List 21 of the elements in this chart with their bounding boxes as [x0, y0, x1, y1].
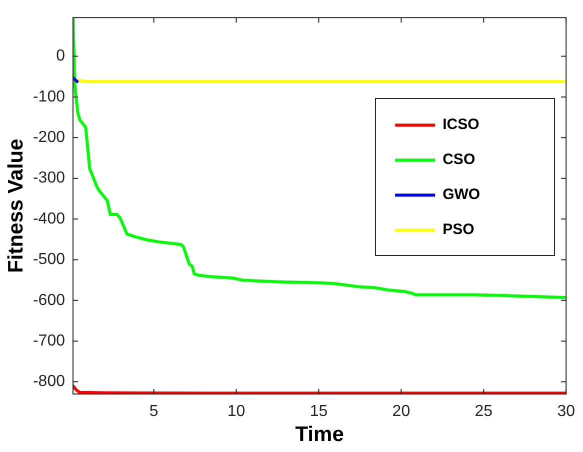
- y-tick-label: -700: [32, 332, 66, 350]
- legend-label: PSO: [442, 221, 475, 238]
- legend-label: CSO: [442, 151, 476, 168]
- y-tick-label: -400: [32, 210, 66, 228]
- x-tick-label: 25: [474, 403, 493, 420]
- y-tick-label: -100: [32, 88, 66, 106]
- y-tick-label: -200: [32, 129, 66, 146]
- legend-label: ICSO: [442, 116, 480, 134]
- x-tick-label: 20: [392, 403, 410, 420]
- y-tick-label: -500: [32, 251, 66, 268]
- x-tick-label: 30: [557, 403, 576, 420]
- y-axis-title: Fitness Value: [4, 138, 28, 273]
- x-tick-label: 10: [227, 403, 246, 420]
- y-tick-label: -800: [32, 373, 66, 390]
- x-axis-title: Time: [295, 423, 344, 446]
- y-tick-label: 0: [56, 48, 66, 65]
- y-tick-label: -300: [32, 170, 66, 187]
- x-tick-label: 15: [310, 403, 328, 420]
- y-tick-label: -600: [32, 292, 66, 309]
- x-tick-label: 5: [149, 403, 158, 420]
- legend-label: GWO: [442, 186, 480, 204]
